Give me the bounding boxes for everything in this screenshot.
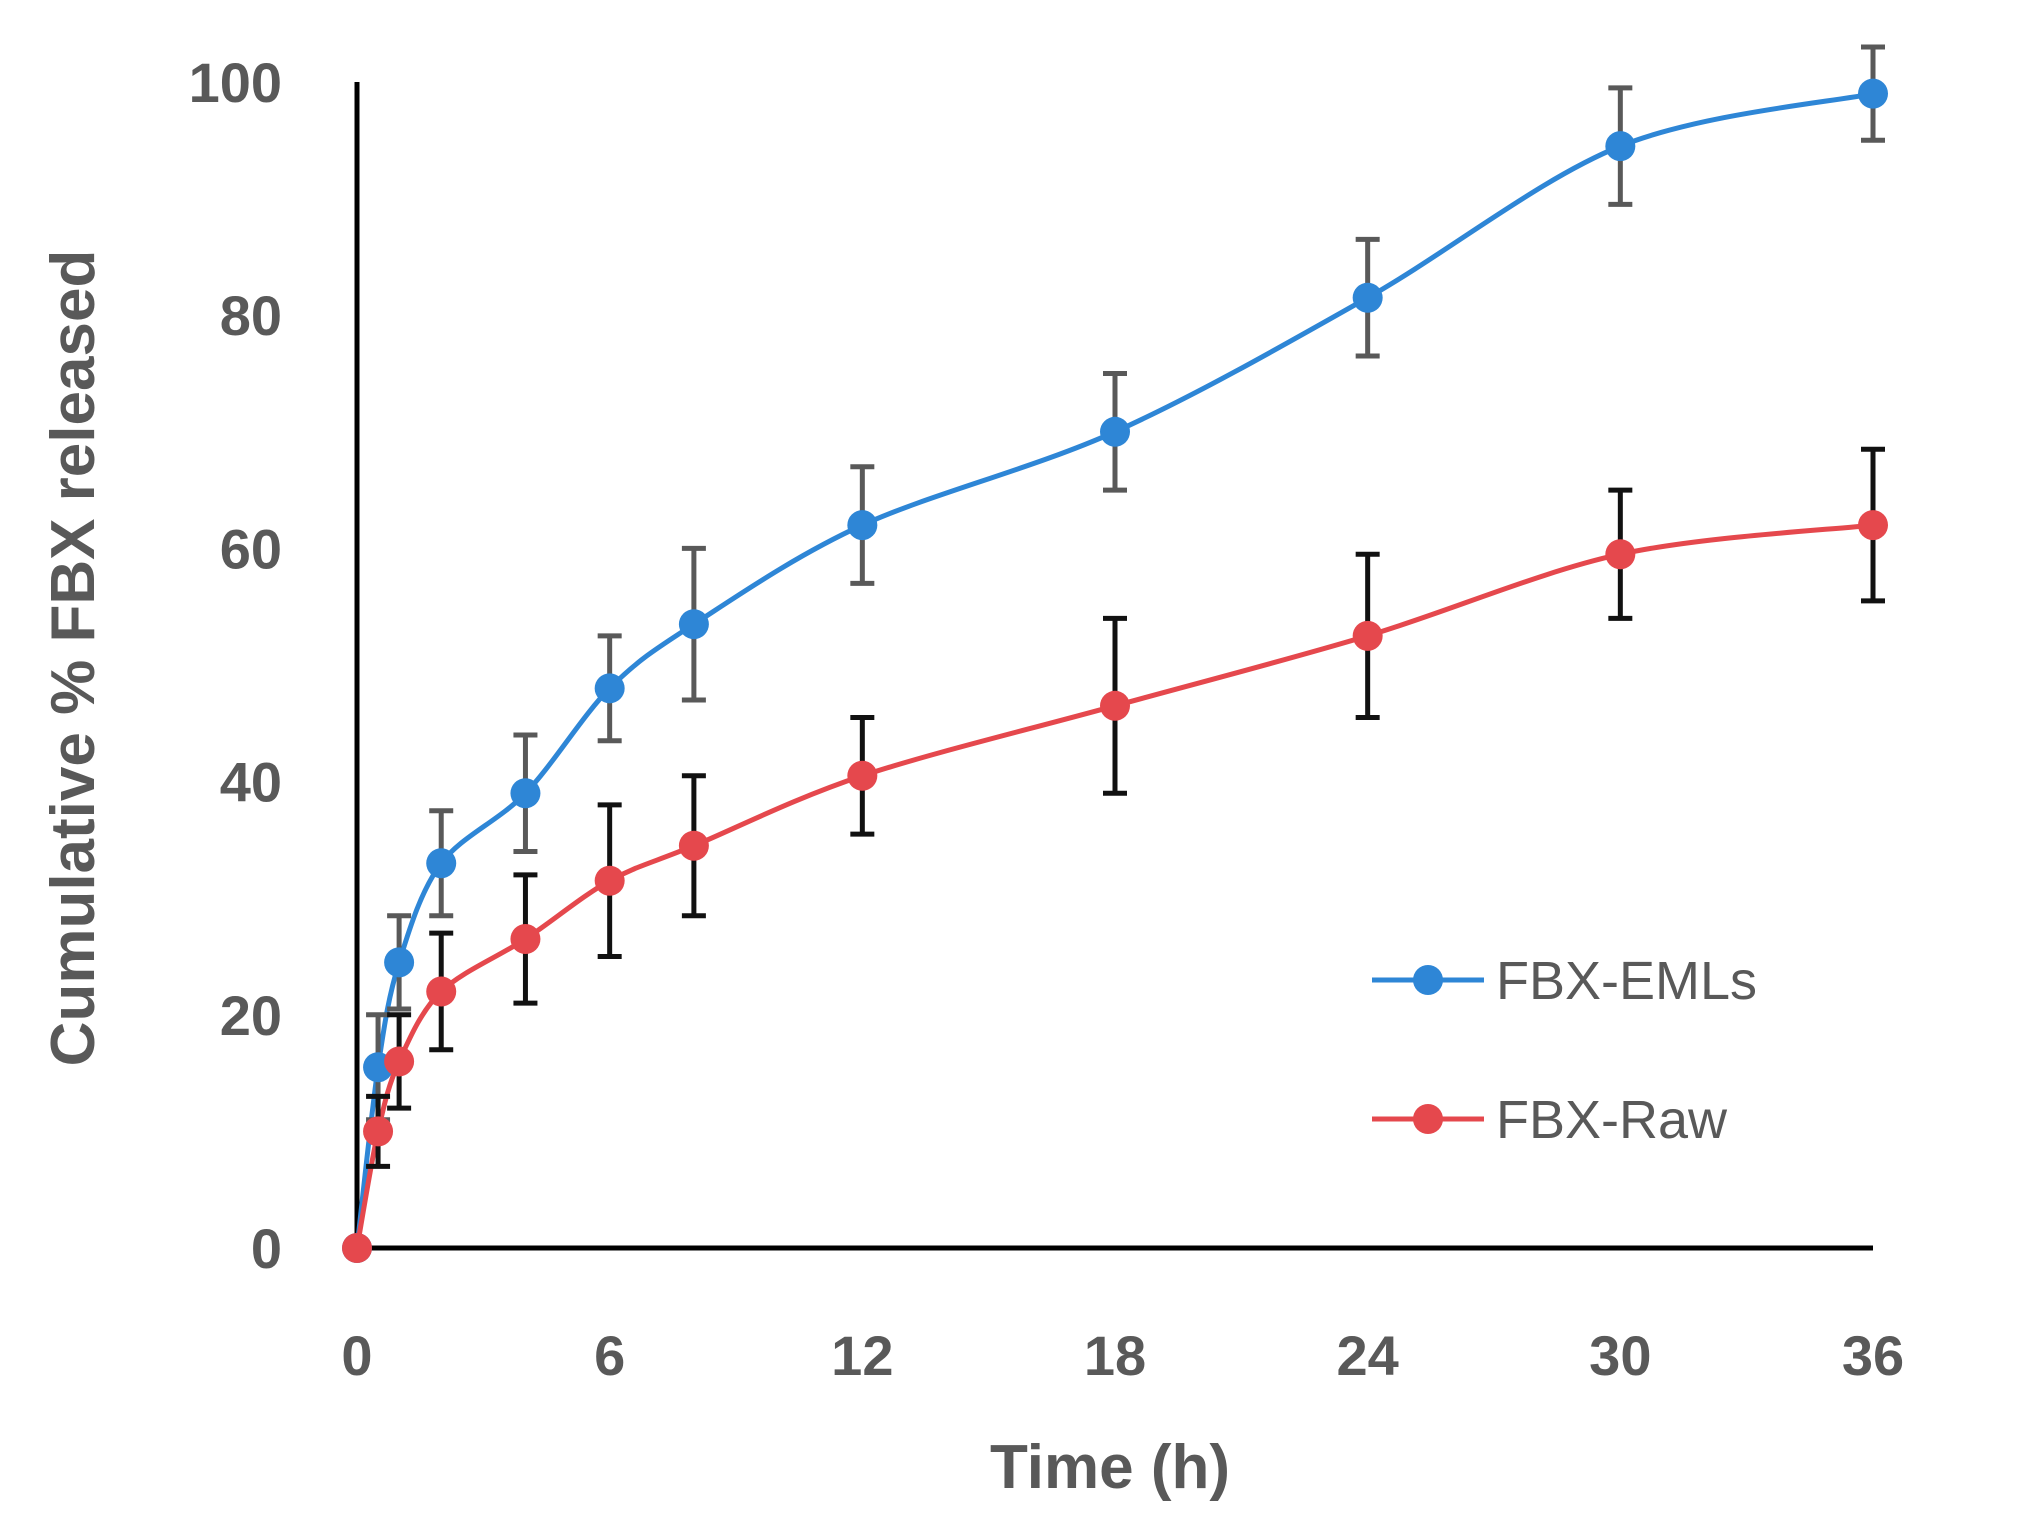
legend: FBX-EMLs FBX-Raw: [1372, 951, 1757, 1150]
y-axis-title: Cumulative % FBX released: [39, 250, 108, 1067]
x-tick-label: 0: [341, 1324, 372, 1387]
data-point: [342, 1233, 372, 1263]
x-tick-label: 36: [1842, 1324, 1904, 1387]
data-point: [1605, 539, 1636, 570]
data-point: [847, 510, 878, 541]
data-point: [1858, 78, 1888, 109]
data-point: [847, 760, 878, 791]
x-tick-label: 6: [594, 1324, 625, 1387]
x-tick-label: 18: [1084, 1324, 1146, 1387]
legend-label: FBX-Raw: [1496, 1090, 1728, 1150]
legend-item-fbx-raw: FBX-Raw: [1372, 1090, 1728, 1150]
data-point: [1858, 510, 1888, 541]
y-tick-label: 100: [189, 51, 282, 114]
data-point: [384, 947, 415, 978]
x-tick-label: 12: [831, 1324, 893, 1387]
series-fbx-emls: [342, 44, 1888, 1263]
data-point: [1100, 416, 1130, 447]
legend-label: FBX-EMLs: [1496, 951, 1757, 1011]
legend-swatch-marker: [1413, 1104, 1443, 1134]
series-fbx-raw: [342, 446, 1888, 1263]
series-layer: [342, 44, 1888, 1263]
data-point: [1100, 690, 1130, 721]
data-point: [594, 865, 625, 896]
series-line: [354, 522, 1874, 1249]
y-tick-label: 40: [220, 751, 282, 814]
data-point: [426, 848, 457, 879]
x-tick-label: 24: [1337, 1324, 1399, 1387]
data-point: [594, 673, 625, 704]
data-point: [384, 1046, 415, 1077]
data-point: [1352, 620, 1383, 651]
y-tick-label: 60: [220, 517, 282, 580]
data-point: [510, 924, 541, 955]
y-tick-label: 20: [220, 984, 282, 1047]
data-point: [363, 1116, 394, 1147]
data-point: [426, 976, 457, 1007]
y-tick-label: 0: [251, 1217, 282, 1280]
axes: 0 6 12 18 24 30 36 0 20 40 60 80 100: [189, 51, 1905, 1387]
x-axis-title: Time (h): [990, 1433, 1230, 1502]
x-tick-label: 30: [1589, 1324, 1651, 1387]
data-point: [510, 778, 541, 809]
legend-swatch-marker: [1413, 965, 1443, 995]
legend-item-fbx-emls: FBX-EMLs: [1372, 951, 1757, 1011]
data-point: [1605, 131, 1636, 162]
data-point: [1352, 282, 1383, 313]
y-tick-label: 80: [220, 284, 282, 347]
data-point: [678, 830, 709, 861]
data-point: [678, 609, 709, 640]
